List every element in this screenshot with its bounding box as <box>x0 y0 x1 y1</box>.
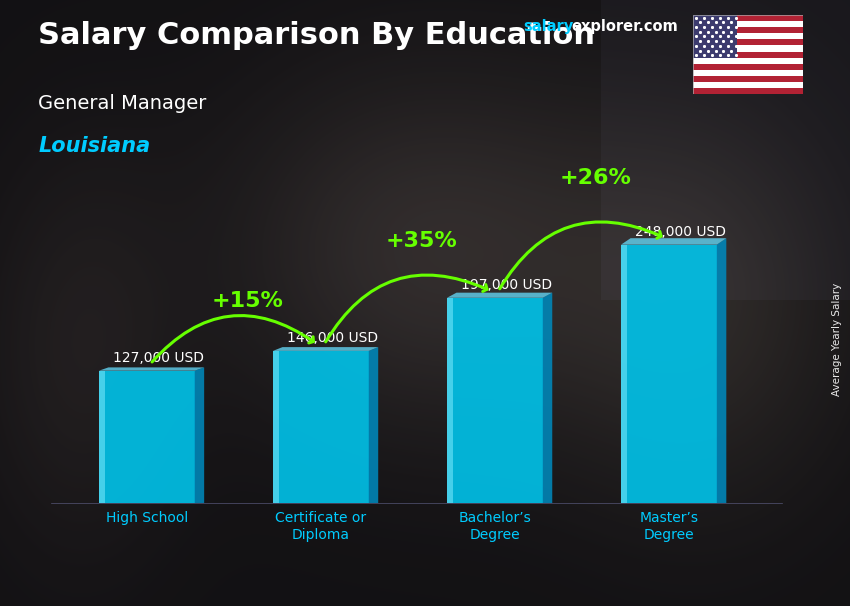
Polygon shape <box>99 371 105 503</box>
Polygon shape <box>621 245 626 503</box>
Polygon shape <box>717 238 726 503</box>
Bar <box>693 33 803 39</box>
Bar <box>693 15 737 58</box>
Polygon shape <box>99 371 195 503</box>
Text: Louisiana: Louisiana <box>38 136 150 156</box>
Text: +15%: +15% <box>212 291 284 311</box>
Bar <box>693 76 803 82</box>
Polygon shape <box>273 351 369 503</box>
Text: 248,000 USD: 248,000 USD <box>635 225 727 239</box>
Polygon shape <box>447 298 542 503</box>
Polygon shape <box>447 293 552 298</box>
Polygon shape <box>273 351 279 503</box>
Bar <box>693 58 803 64</box>
Polygon shape <box>273 347 378 351</box>
Polygon shape <box>621 238 726 245</box>
Polygon shape <box>621 245 717 503</box>
FancyArrowPatch shape <box>152 316 314 362</box>
Text: explorer.com: explorer.com <box>571 19 678 35</box>
Bar <box>693 27 803 33</box>
Polygon shape <box>195 367 204 503</box>
Text: +35%: +35% <box>386 231 457 251</box>
Polygon shape <box>99 367 204 371</box>
Bar <box>693 45 803 52</box>
Text: Average Yearly Salary: Average Yearly Salary <box>832 283 842 396</box>
Bar <box>693 15 803 21</box>
Text: General Manager: General Manager <box>38 94 207 113</box>
Text: salary: salary <box>523 19 573 35</box>
Bar <box>693 21 803 27</box>
Bar <box>693 70 803 76</box>
FancyArrowPatch shape <box>500 222 661 288</box>
Polygon shape <box>369 347 378 503</box>
Polygon shape <box>447 298 453 503</box>
Bar <box>693 52 803 58</box>
Bar <box>693 82 803 88</box>
Text: 127,000 USD: 127,000 USD <box>113 351 204 365</box>
Text: 146,000 USD: 146,000 USD <box>287 331 378 345</box>
Text: +26%: +26% <box>560 168 632 188</box>
FancyArrowPatch shape <box>326 275 487 342</box>
Polygon shape <box>542 293 552 503</box>
Bar <box>693 39 803 45</box>
Text: 197,000 USD: 197,000 USD <box>462 278 552 292</box>
Bar <box>693 64 803 70</box>
Text: Salary Comparison By Education: Salary Comparison By Education <box>38 21 595 50</box>
Bar <box>693 88 803 94</box>
